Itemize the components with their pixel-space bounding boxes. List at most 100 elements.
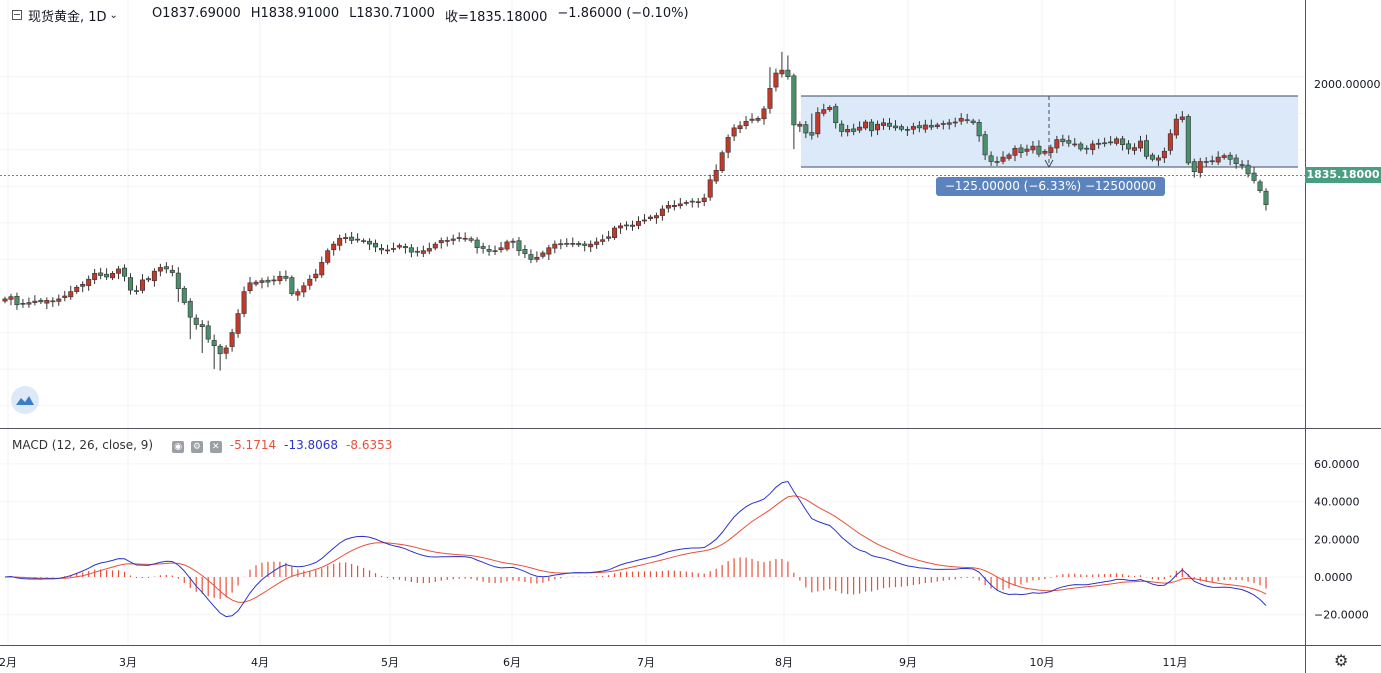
candle-body bbox=[588, 243, 594, 248]
candle-body bbox=[331, 243, 337, 251]
candle-body bbox=[319, 262, 325, 276]
candle-body bbox=[450, 238, 456, 241]
candle-body bbox=[343, 237, 349, 239]
candle-body bbox=[498, 247, 504, 251]
candle-body bbox=[1108, 141, 1114, 144]
candle-body bbox=[606, 236, 612, 239]
macd-y-tick-label: −20.0000 bbox=[1314, 609, 1369, 622]
candle-body bbox=[695, 201, 701, 203]
candle-body bbox=[552, 243, 558, 249]
candle-body bbox=[618, 225, 624, 229]
candle-body bbox=[916, 125, 922, 129]
candle-body bbox=[594, 241, 600, 245]
candle-body bbox=[522, 249, 528, 254]
candle-body bbox=[295, 291, 301, 296]
candle-body bbox=[976, 122, 982, 137]
candle-body bbox=[1000, 156, 1006, 162]
candle-body bbox=[910, 126, 916, 130]
candle-body bbox=[1155, 157, 1161, 161]
x-tick-label: 7月 bbox=[637, 656, 655, 669]
candle-body bbox=[582, 243, 588, 246]
candle-body bbox=[110, 273, 116, 279]
candle-body bbox=[432, 243, 438, 249]
candle-body bbox=[576, 243, 582, 246]
candle-body bbox=[211, 340, 217, 346]
close-icon[interactable]: ✕ bbox=[209, 440, 222, 453]
candle-body bbox=[653, 215, 659, 219]
x-tick-label: 5月 bbox=[381, 656, 399, 669]
candle-body bbox=[1096, 142, 1102, 145]
candle-body bbox=[1161, 150, 1167, 159]
candle-body bbox=[1227, 154, 1233, 160]
candle-body bbox=[241, 291, 247, 314]
candle-body bbox=[181, 287, 187, 303]
candle-body bbox=[970, 120, 976, 124]
candle-body bbox=[683, 202, 689, 204]
y-tick-label: 2000.00000 bbox=[1314, 78, 1380, 91]
candle-body bbox=[1191, 161, 1197, 173]
x-tick-label: 8月 bbox=[775, 656, 793, 669]
candle-body bbox=[229, 332, 235, 347]
candle-body bbox=[283, 275, 289, 279]
candle-body bbox=[128, 277, 134, 291]
candle-body bbox=[779, 69, 785, 75]
candle-body bbox=[815, 112, 821, 135]
candle-body bbox=[92, 273, 98, 280]
gear-icon[interactable]: ⚙ bbox=[1334, 651, 1349, 670]
candle-body bbox=[247, 282, 253, 292]
candle-body bbox=[624, 224, 630, 227]
candle-body bbox=[1018, 147, 1024, 154]
macd-line-value: -13.8068 bbox=[284, 438, 339, 452]
candle-body bbox=[1245, 164, 1251, 175]
candle-body bbox=[104, 273, 110, 278]
measure-label: −125.00000 (−6.33%) −12500000 bbox=[936, 177, 1165, 196]
candle-body bbox=[193, 317, 199, 325]
macd-label[interactable]: MACD (12, 26, close, 9) bbox=[12, 438, 154, 452]
macd-line bbox=[4, 480, 1267, 618]
symbol-name[interactable]: 现货黄金, 1D bbox=[28, 9, 107, 25]
candle-body bbox=[898, 126, 904, 130]
macd-y-tick-label: 20.0000 bbox=[1314, 533, 1360, 546]
settings-icon[interactable]: ⚙ bbox=[190, 440, 203, 453]
collapse-icon[interactable] bbox=[12, 10, 22, 20]
symbol-header: 现货黄金, 1D ⌄ O1837.69000 H1838.91000 L1830… bbox=[12, 5, 689, 25]
candle-body bbox=[665, 205, 671, 209]
candle-body bbox=[982, 134, 988, 156]
candle-body bbox=[994, 161, 1000, 163]
candle-body bbox=[26, 302, 32, 305]
candle-body bbox=[462, 237, 468, 240]
high-value: H1838.91000 bbox=[250, 5, 340, 21]
candle-body bbox=[635, 221, 641, 226]
candle-body bbox=[8, 296, 14, 300]
candle-body bbox=[731, 127, 737, 137]
signal-line bbox=[4, 495, 1267, 603]
candle-body bbox=[163, 266, 169, 270]
candle-body bbox=[881, 122, 887, 126]
macd-y-tick-label: 0.0000 bbox=[1314, 571, 1353, 584]
candle-body bbox=[426, 248, 432, 252]
candle-body bbox=[38, 299, 44, 303]
x-tick-label: 9月 bbox=[899, 656, 917, 669]
chevron-down-icon[interactable]: ⌄ bbox=[109, 9, 118, 21]
candle-body bbox=[289, 277, 295, 295]
last-price-label: 1835.18000 bbox=[1305, 167, 1381, 183]
candle-body bbox=[743, 120, 749, 126]
candle-body bbox=[1203, 161, 1209, 163]
macd-y-tick-label: 40.0000 bbox=[1314, 496, 1360, 509]
candle-body bbox=[396, 245, 402, 248]
candle-body bbox=[1036, 145, 1042, 155]
tradingview-logo-icon[interactable] bbox=[11, 386, 39, 414]
candle-body bbox=[641, 219, 647, 222]
candle-body bbox=[827, 107, 833, 110]
candle-body bbox=[761, 108, 767, 120]
eye-icon[interactable]: ◉ bbox=[172, 440, 185, 453]
candle-body bbox=[235, 313, 241, 334]
open-value: O1837.69000 bbox=[151, 5, 241, 21]
candle-body bbox=[50, 300, 56, 303]
candle-body bbox=[1221, 155, 1227, 158]
x-tick-label: 4月 bbox=[251, 656, 269, 669]
candle-body bbox=[313, 273, 319, 279]
candlestick-series bbox=[2, 51, 1269, 371]
candle-body bbox=[1197, 161, 1203, 173]
